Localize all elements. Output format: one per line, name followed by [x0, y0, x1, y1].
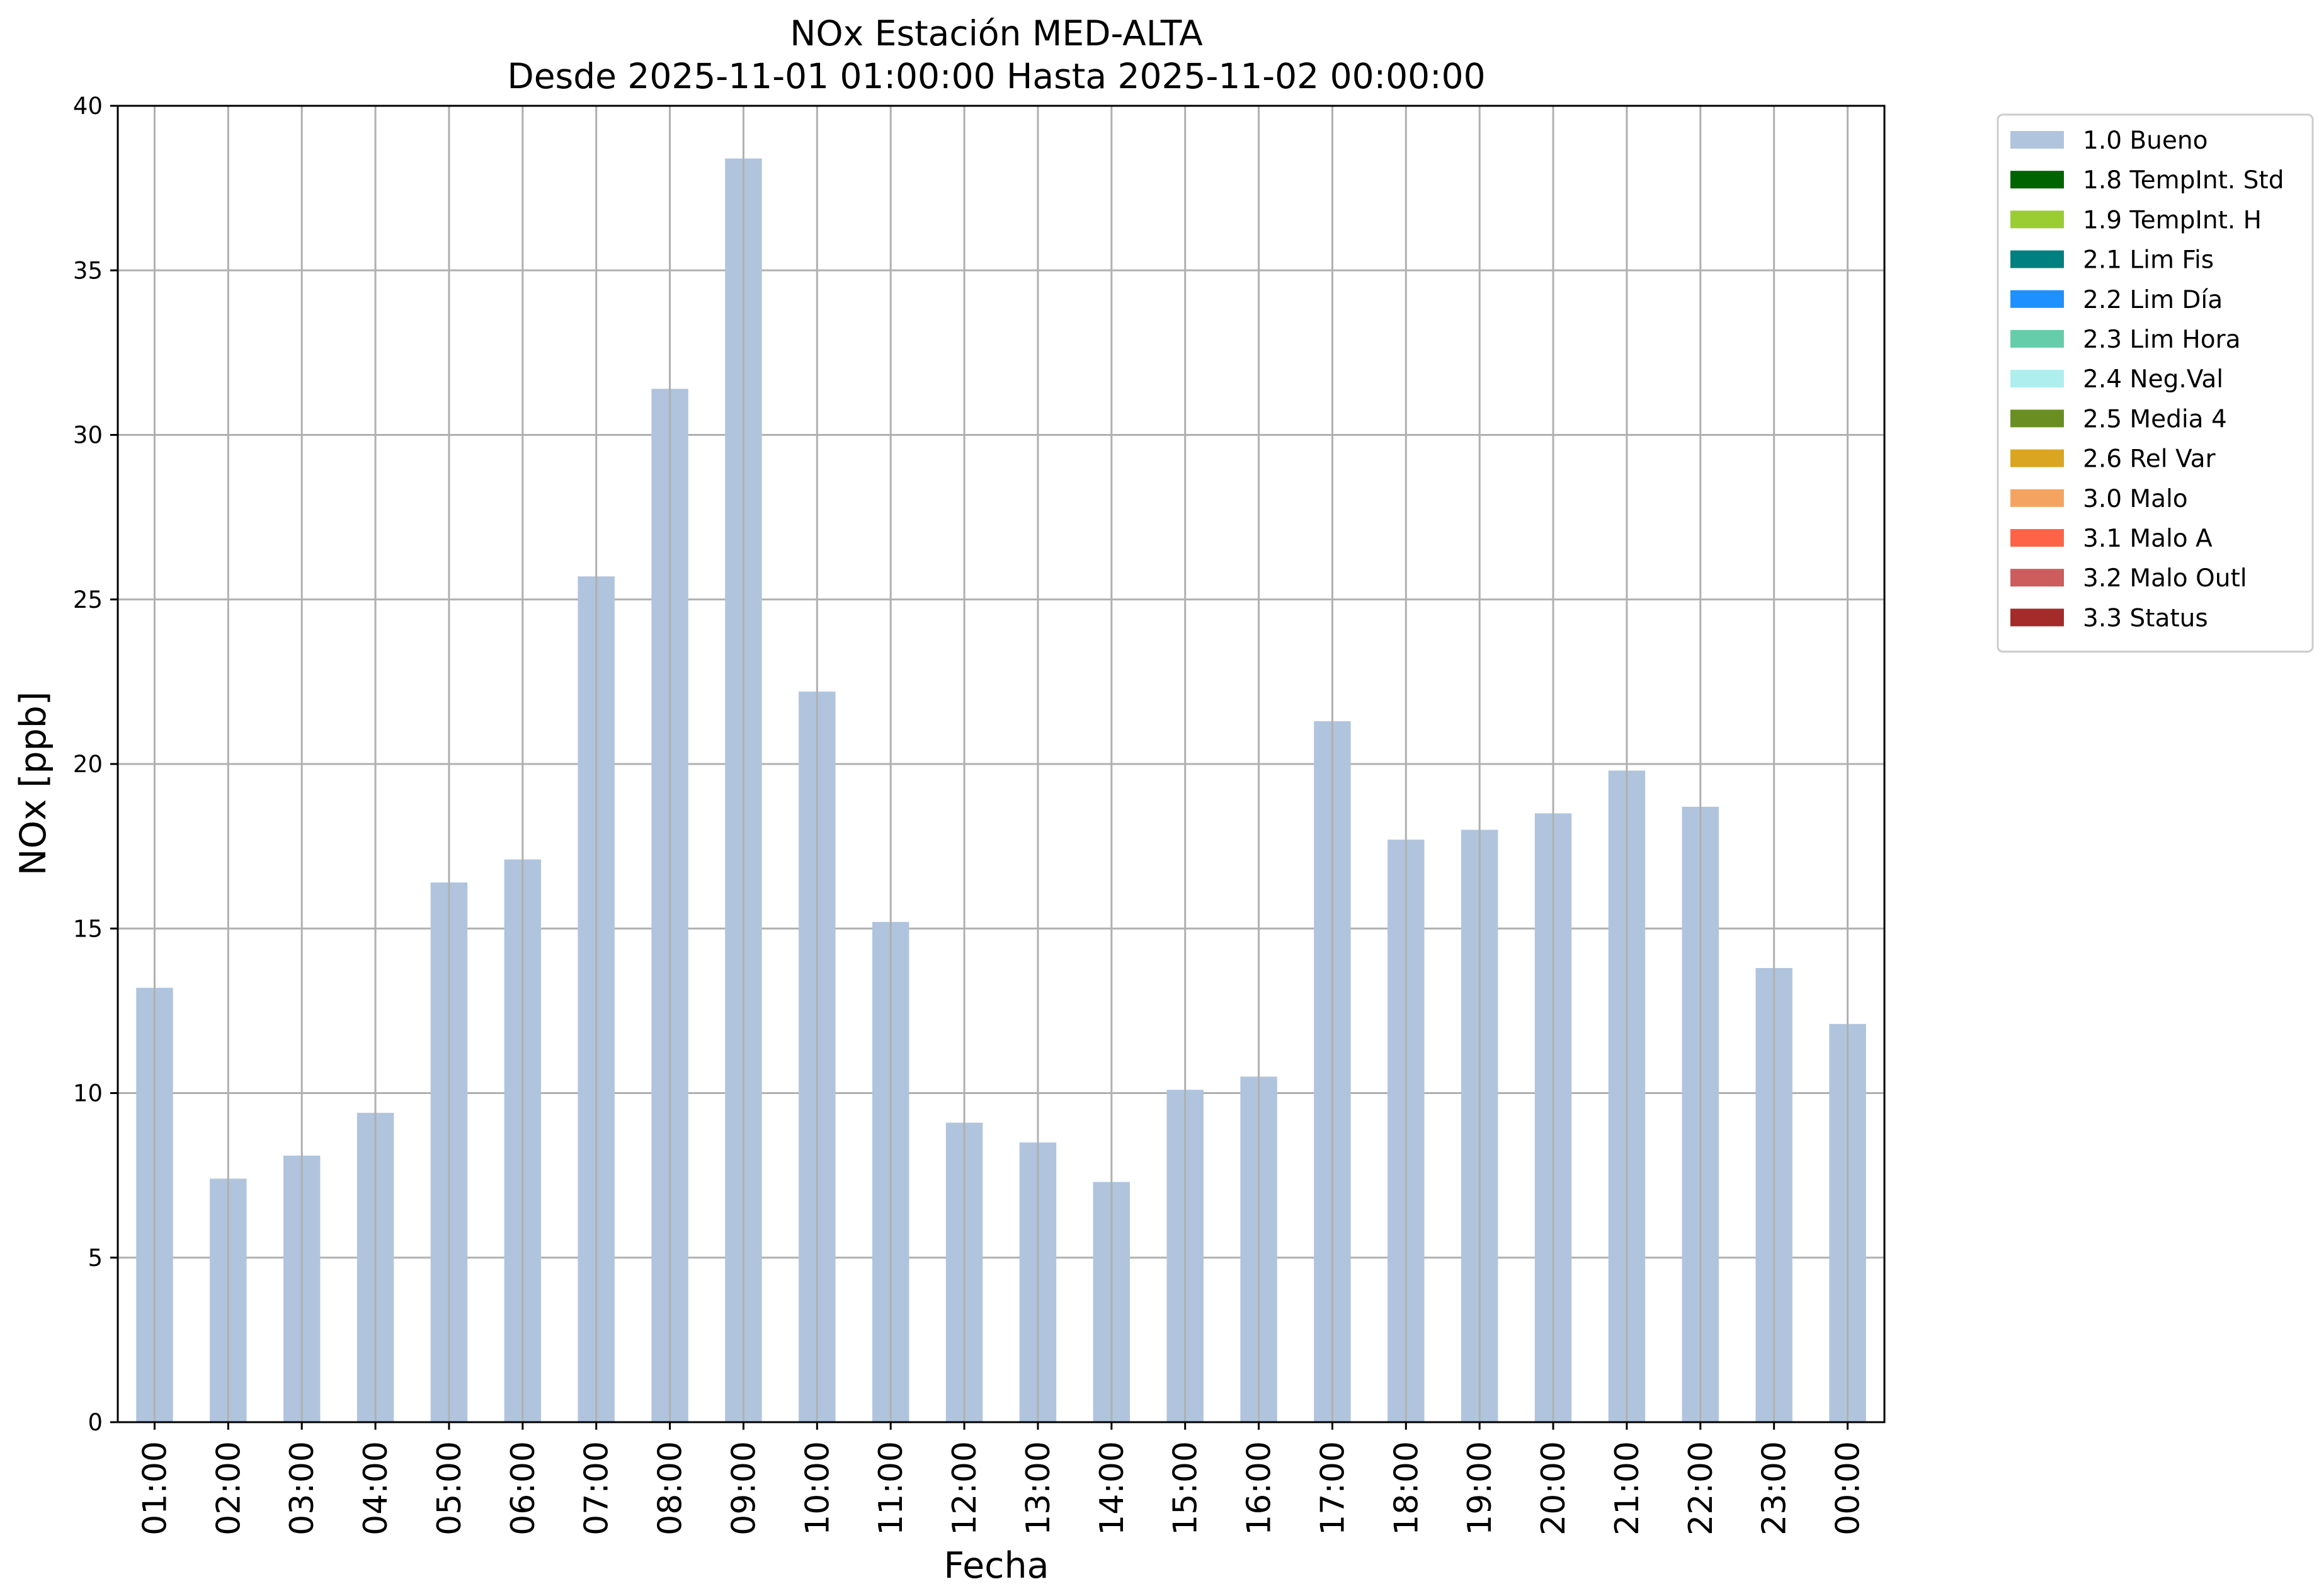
legend-label: 2.3 Lim Hora	[2083, 326, 2241, 354]
x-tick-label: 04:00	[357, 1441, 395, 1536]
x-tick-label: 01:00	[136, 1441, 174, 1536]
chart-title: NOx Estación MED-ALTA	[790, 13, 1203, 54]
x-tick-label: 21:00	[1609, 1441, 1646, 1536]
x-tick-label: 03:00	[283, 1441, 321, 1536]
legend-label: 2.5 Media 4	[2083, 405, 2227, 433]
x-tick-label: 00:00	[1830, 1441, 1867, 1536]
legend-label: 1.8 TempInt. Std	[2083, 166, 2284, 195]
x-tick-label: 12:00	[946, 1441, 984, 1536]
legend-label: 3.2 Malo Outl	[2083, 564, 2247, 593]
y-axis-ticks: 0 5 10 15 20 25 30 35 40	[73, 93, 118, 1436]
legend-label: 1.9 TempInt. H	[2083, 206, 2262, 234]
y-tick-label: 35	[73, 257, 103, 284]
legend-label: 3.0 Malo	[2083, 485, 2188, 513]
x-tick-label: 07:00	[578, 1441, 616, 1536]
y-tick-label: 20	[73, 751, 103, 778]
x-tick-label: 14:00	[1093, 1441, 1131, 1536]
legend-label: 3.1 Malo A	[2083, 525, 2213, 553]
y-tick-label: 40	[73, 93, 103, 120]
legend-swatch	[2010, 131, 2064, 149]
x-tick-label: 17:00	[1314, 1441, 1352, 1536]
x-tick-label: 20:00	[1535, 1441, 1573, 1536]
x-axis-ticks: 01:00 02:00 03:00 04:00 05:00 06:00 07:00 08:00…	[136, 1422, 1867, 1536]
x-tick-label: 16:00	[1241, 1441, 1279, 1536]
y-tick-label: 10	[73, 1080, 103, 1107]
legend-swatch	[2010, 409, 2064, 428]
legend-swatch	[2010, 449, 2064, 467]
x-tick-label: 15:00	[1167, 1441, 1205, 1536]
legend-swatch	[2010, 370, 2064, 388]
chart-subtitle: Desde 2025-11-01 01:00:00 Hasta 2025-11-…	[507, 56, 1485, 96]
legend-swatch	[2010, 330, 2064, 348]
x-tick-label: 10:00	[799, 1441, 836, 1536]
legend-swatch	[2010, 569, 2064, 587]
x-tick-label: 19:00	[1461, 1441, 1499, 1536]
legend-label: 3.3 Status	[2083, 604, 2208, 632]
x-tick-label: 09:00	[725, 1441, 763, 1536]
legend-swatch	[2010, 529, 2064, 547]
x-tick-label: 06:00	[504, 1441, 542, 1536]
legend-label: 2.1 Lim Fis	[2083, 246, 2214, 275]
legend-swatch	[2010, 290, 2064, 308]
legend-label: 2.2 Lim Día	[2083, 286, 2223, 314]
legend-swatch	[2010, 489, 2064, 507]
x-tick-label: 22:00	[1682, 1441, 1720, 1536]
x-tick-label: 11:00	[872, 1441, 910, 1536]
legend-label: 2.4 Neg.Val	[2083, 365, 2223, 394]
x-tick-label: 05:00	[431, 1441, 469, 1536]
legend-box	[1997, 113, 2314, 653]
y-tick-label: 30	[73, 422, 103, 449]
legend-label: 2.6 Rel Var	[2083, 445, 2216, 474]
legend: 1.0 Bueno 1.8 TempInt. Std 1.9 TempInt. H 2…	[1997, 113, 2314, 653]
legend-label: 1.0 Bueno	[2083, 127, 2208, 155]
x-tick-label: 08:00	[652, 1441, 690, 1536]
y-axis-label: NOx [ppb]	[13, 692, 54, 875]
y-tick-label: 15	[73, 915, 103, 942]
legend-swatch	[2010, 250, 2064, 268]
vertical-gridlines	[153, 106, 1849, 1422]
legend-swatch	[2010, 608, 2064, 627]
x-tick-label: 23:00	[1756, 1441, 1794, 1536]
x-tick-label: 18:00	[1387, 1441, 1425, 1536]
y-tick-label: 25	[73, 586, 103, 613]
legend-swatch	[2010, 210, 2064, 229]
legend-swatch	[2010, 171, 2064, 189]
x-axis-label: Fecha	[943, 1545, 1049, 1587]
y-tick-label: 0	[88, 1409, 103, 1436]
y-tick-label: 5	[88, 1245, 103, 1272]
x-tick-label: 02:00	[210, 1441, 248, 1536]
x-tick-label: 13:00	[1020, 1441, 1057, 1536]
